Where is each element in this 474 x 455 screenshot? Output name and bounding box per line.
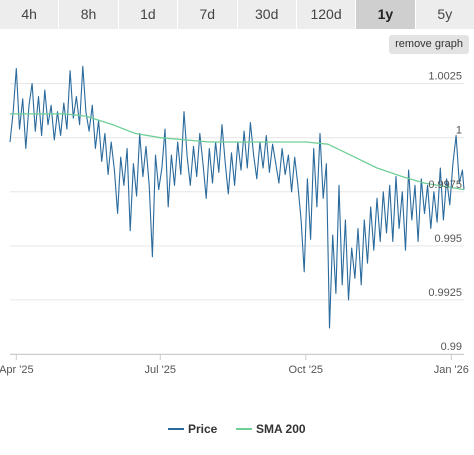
price-series-line <box>9 65 465 329</box>
timeframe-tabs: 4h 8h 1d 7d 30d 120d 1y 5y <box>0 0 474 29</box>
y-tick-label: 0.995 <box>434 233 462 245</box>
legend-label: Price <box>188 422 218 436</box>
tab-4h[interactable]: 4h <box>0 0 60 29</box>
tab-7d[interactable]: 7d <box>178 0 238 29</box>
remove-graph-button[interactable]: remove graph <box>389 35 469 54</box>
x-tick-label: Apr '25 <box>0 364 34 376</box>
tab-1d[interactable]: 1d <box>118 0 179 29</box>
y-tick-label: 1.0025 <box>428 71 462 83</box>
tab-1y[interactable]: 1y <box>356 0 416 29</box>
y-tick-label: 1 <box>456 125 462 137</box>
legend-item-price[interactable]: Price <box>168 422 218 436</box>
tab-120d[interactable]: 120d <box>296 0 357 29</box>
tab-8h[interactable]: 8h <box>59 0 119 29</box>
y-tick-label: 0.9975 <box>428 179 462 191</box>
x-tick-label: Jan '26 <box>434 364 469 376</box>
y-tick-label: 0.9925 <box>428 287 462 299</box>
tab-5y[interactable]: 5y <box>415 0 474 29</box>
y-tick-label: 0.99 <box>441 341 462 353</box>
tab-30d[interactable]: 30d <box>237 0 297 29</box>
x-tick-label: Jul '25 <box>145 364 176 376</box>
sma-200-series-line <box>10 113 465 191</box>
legend-item-sma-200[interactable]: SMA 200 <box>236 422 306 436</box>
x-tick-label: Oct '25 <box>289 364 324 376</box>
legend-label: SMA 200 <box>256 422 306 436</box>
